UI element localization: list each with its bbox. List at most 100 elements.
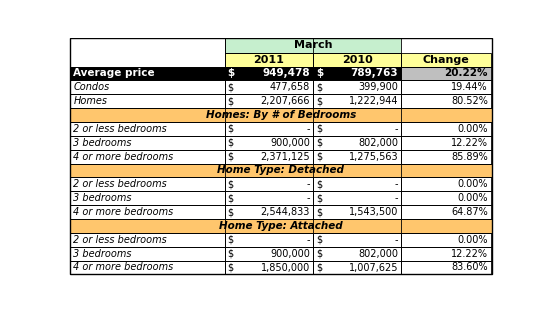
Text: 4 or more bedrooms: 4 or more bedrooms <box>73 262 174 273</box>
Text: -: - <box>306 124 310 134</box>
Text: $: $ <box>228 124 234 134</box>
Bar <box>224 233 313 247</box>
Text: 2,207,666: 2,207,666 <box>260 96 310 106</box>
Text: 1,007,625: 1,007,625 <box>349 262 398 273</box>
Text: $: $ <box>316 179 322 189</box>
Text: 12.22%: 12.22% <box>451 249 488 259</box>
Bar <box>402 178 491 191</box>
Bar <box>313 233 402 247</box>
Bar <box>224 94 313 108</box>
Text: 12.22%: 12.22% <box>451 138 488 148</box>
Bar <box>69 164 492 178</box>
Bar <box>69 233 224 247</box>
Bar <box>402 67 491 81</box>
Bar <box>224 178 313 191</box>
Text: $: $ <box>316 68 323 79</box>
Text: 2 or less bedrooms: 2 or less bedrooms <box>73 235 167 245</box>
Bar <box>69 247 224 261</box>
Text: 477,658: 477,658 <box>270 82 310 92</box>
Text: Change: Change <box>423 55 470 65</box>
Text: 1,543,500: 1,543,500 <box>349 207 398 217</box>
Text: 64.87%: 64.87% <box>451 207 488 217</box>
Bar <box>224 38 402 53</box>
Bar <box>313 205 402 219</box>
Bar <box>69 81 224 94</box>
Bar <box>224 191 313 205</box>
Bar <box>402 205 491 219</box>
Bar <box>224 136 313 150</box>
Text: 2010: 2010 <box>342 55 372 65</box>
Text: $: $ <box>228 262 234 273</box>
Bar <box>402 53 491 67</box>
Text: 949,478: 949,478 <box>262 68 310 79</box>
Text: $: $ <box>228 207 234 217</box>
Bar <box>69 191 224 205</box>
Text: $: $ <box>316 249 322 259</box>
Text: $: $ <box>316 262 322 273</box>
Text: -: - <box>306 235 310 245</box>
Text: -: - <box>395 193 398 203</box>
Text: 1,850,000: 1,850,000 <box>261 262 310 273</box>
Text: 0.00%: 0.00% <box>458 124 488 134</box>
Text: $: $ <box>228 235 234 245</box>
Bar <box>224 67 313 81</box>
Text: $: $ <box>316 235 322 245</box>
Bar <box>402 94 491 108</box>
Bar <box>69 219 492 233</box>
Bar <box>402 38 491 53</box>
Bar <box>224 205 313 219</box>
Bar <box>69 38 224 53</box>
Bar <box>402 136 491 150</box>
Text: 0.00%: 0.00% <box>458 235 488 245</box>
Text: $: $ <box>228 96 234 106</box>
Bar <box>313 81 402 94</box>
Bar <box>69 178 224 191</box>
Bar <box>224 81 313 94</box>
Bar <box>69 53 224 67</box>
Bar <box>402 150 491 164</box>
Text: $: $ <box>228 68 235 79</box>
Text: 2 or less bedrooms: 2 or less bedrooms <box>73 179 167 189</box>
Bar <box>224 261 313 275</box>
Text: 2,544,833: 2,544,833 <box>260 207 310 217</box>
Bar <box>69 261 224 275</box>
Text: $: $ <box>228 82 234 92</box>
Text: Homes: By # of Bedrooms: Homes: By # of Bedrooms <box>206 110 356 120</box>
Text: $: $ <box>228 249 234 259</box>
Bar <box>69 205 224 219</box>
Text: $: $ <box>316 152 322 162</box>
Text: $: $ <box>228 179 234 189</box>
Bar <box>313 53 402 67</box>
Text: 3 bedrooms: 3 bedrooms <box>73 193 132 203</box>
Text: $: $ <box>316 124 322 134</box>
Text: 2 or less bedrooms: 2 or less bedrooms <box>73 124 167 134</box>
Bar <box>313 94 402 108</box>
Bar <box>313 136 402 150</box>
Text: -: - <box>395 235 398 245</box>
Bar <box>69 136 224 150</box>
Bar <box>224 122 313 136</box>
Text: Home Type: Attached: Home Type: Attached <box>219 221 343 231</box>
Text: Homes: Homes <box>73 96 107 106</box>
Text: 85.89%: 85.89% <box>451 152 488 162</box>
Text: Home Type: Detached: Home Type: Detached <box>217 165 344 176</box>
Text: 0.00%: 0.00% <box>458 179 488 189</box>
Text: 3 bedrooms: 3 bedrooms <box>73 249 132 259</box>
Text: 1,275,563: 1,275,563 <box>349 152 398 162</box>
Text: 802,000: 802,000 <box>358 249 398 259</box>
Bar <box>313 150 402 164</box>
Text: March: March <box>294 40 332 50</box>
Bar <box>313 191 402 205</box>
Text: 1,222,944: 1,222,944 <box>349 96 398 106</box>
Bar <box>224 150 313 164</box>
Bar <box>69 122 224 136</box>
Text: 19.44%: 19.44% <box>452 82 488 92</box>
Bar <box>313 178 402 191</box>
Text: 20.22%: 20.22% <box>444 68 488 79</box>
Text: $: $ <box>228 193 234 203</box>
Text: $: $ <box>316 193 322 203</box>
Bar <box>402 233 491 247</box>
Text: -: - <box>306 193 310 203</box>
Text: 2,371,125: 2,371,125 <box>260 152 310 162</box>
Bar <box>402 122 491 136</box>
